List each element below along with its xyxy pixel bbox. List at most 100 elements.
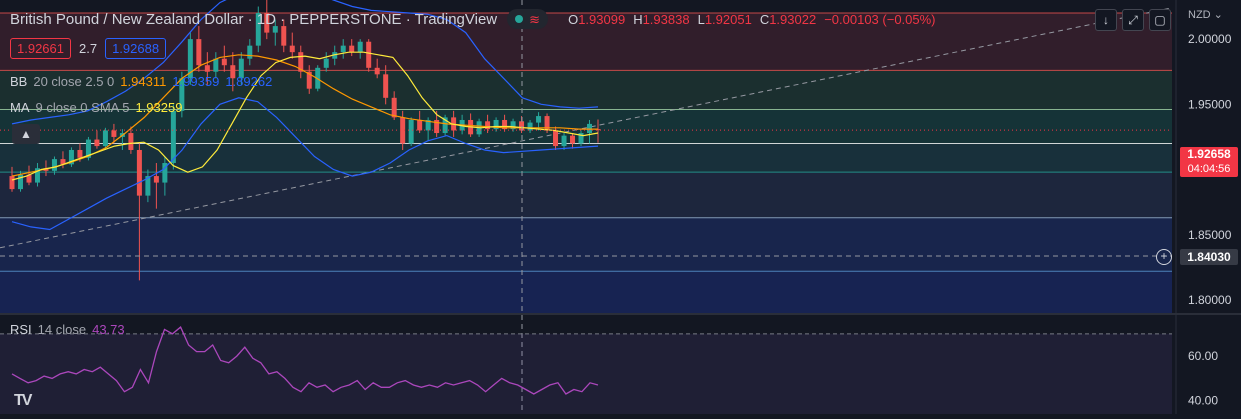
candle-body bbox=[162, 163, 168, 183]
candle-body bbox=[400, 117, 406, 144]
collapse-legend-button[interactable]: ▲ bbox=[12, 124, 40, 144]
candle-body bbox=[179, 78, 185, 111]
last-price-tag: 1.92658 04:04:56 bbox=[1180, 147, 1238, 177]
candle-body bbox=[26, 174, 32, 183]
candle-body bbox=[366, 41, 372, 68]
rsi-tick-label: 60.00 bbox=[1188, 349, 1218, 363]
candle-body bbox=[264, 13, 270, 33]
candle-body bbox=[425, 119, 431, 131]
fib-zone-4 bbox=[0, 70, 1172, 110]
rsi-params: 14 close bbox=[37, 322, 87, 337]
price-tick-label: 1.95000 bbox=[1188, 97, 1232, 111]
chevron-down-icon: ⌄ bbox=[1213, 9, 1223, 21]
candle-body bbox=[85, 139, 91, 158]
fib-zone-3 bbox=[0, 109, 1172, 144]
candle-body bbox=[536, 116, 542, 123]
buy-button[interactable]: 1.92688 bbox=[105, 38, 167, 59]
wave-icon: ≋ bbox=[529, 11, 541, 27]
candle-body bbox=[442, 117, 448, 134]
screenshot-button[interactable]: ▢ bbox=[1149, 9, 1171, 31]
bb-lower-value: 1.89262 bbox=[225, 74, 273, 89]
frame-icon: ▢ bbox=[1154, 13, 1166, 27]
candle-body bbox=[553, 130, 559, 147]
candle-body bbox=[417, 119, 423, 131]
ohlc-open-value: 1.93099 bbox=[578, 11, 626, 27]
candle-body bbox=[51, 159, 57, 171]
last-price-value: 1.92658 bbox=[1187, 147, 1231, 161]
sell-button[interactable]: 1.92661 bbox=[10, 38, 71, 59]
candle-body bbox=[187, 39, 193, 79]
candle-body bbox=[519, 121, 525, 131]
rsi-name: RSI bbox=[10, 322, 32, 337]
candle-body bbox=[391, 97, 397, 118]
tradingview-logo-icon[interactable]: TV bbox=[14, 392, 33, 409]
candle-body bbox=[493, 119, 499, 130]
candle-body bbox=[340, 45, 346, 53]
candle-body bbox=[196, 39, 202, 66]
ohlc-close-key: C bbox=[759, 11, 770, 27]
candle-body bbox=[298, 52, 304, 72]
candle-body bbox=[238, 58, 244, 79]
bb-upper-value: 1.99359 bbox=[172, 74, 220, 89]
chevron-up-icon: ▲ bbox=[20, 127, 32, 141]
candle-body bbox=[272, 26, 278, 33]
candle-body bbox=[323, 58, 329, 68]
currency-selector[interactable]: NZD ⌄ bbox=[1188, 8, 1223, 21]
ma-legend[interactable]: MA 9 close 0 SMA 5 1.93259 bbox=[10, 100, 182, 115]
candle-body bbox=[357, 41, 363, 53]
fullscreen-button[interactable]: ⤢ bbox=[1122, 9, 1144, 31]
rsi-tick-label: 40.00 bbox=[1188, 394, 1218, 408]
candle-body bbox=[213, 58, 219, 72]
bb-legend[interactable]: BB 20 close 2.5 0 1.94311 1.99359 1.8926… bbox=[10, 74, 272, 89]
chart-header: British Pound / New Zealand Dollar · 1D … bbox=[10, 8, 936, 30]
candle-body bbox=[570, 135, 576, 144]
spread-value: 2.7 bbox=[79, 41, 98, 56]
candle-body bbox=[221, 58, 227, 66]
candle-body bbox=[578, 133, 584, 144]
candle-body bbox=[434, 119, 440, 134]
ma-params: 9 close 0 SMA 5 bbox=[35, 100, 130, 115]
candle-body bbox=[374, 67, 380, 75]
candle-body bbox=[9, 176, 15, 190]
candle-body bbox=[60, 159, 66, 165]
symbol-title[interactable]: British Pound / New Zealand Dollar · 1D … bbox=[10, 10, 498, 28]
candle-body bbox=[510, 121, 516, 130]
candle-body bbox=[170, 110, 176, 164]
rsi-legend[interactable]: RSI 14 close 43.73 bbox=[10, 322, 125, 337]
fib-zone-0 bbox=[0, 217, 1172, 272]
candle-body bbox=[349, 45, 355, 53]
fib-zone-bottom bbox=[0, 271, 1172, 313]
candle-body bbox=[136, 149, 142, 196]
ohlc-low-value: 1.92051 bbox=[704, 11, 752, 27]
candle-body bbox=[502, 119, 508, 130]
ohlc-high-key: H bbox=[633, 11, 643, 27]
candle-body bbox=[128, 133, 134, 150]
candle-body bbox=[34, 168, 40, 183]
ohlc-low-key: L bbox=[697, 11, 705, 27]
ma-line bbox=[11, 51, 599, 181]
candle-body bbox=[561, 135, 567, 147]
candle-body bbox=[332, 52, 338, 59]
candle-body bbox=[77, 149, 83, 158]
bb-name: BB bbox=[10, 74, 28, 89]
ma-value: 1.93259 bbox=[135, 100, 183, 115]
ohlc-close-value: 1.93022 bbox=[769, 11, 817, 27]
bb-params: 20 close 2.5 0 bbox=[33, 74, 115, 89]
bb-upper-line bbox=[11, 0, 599, 125]
ma-name: MA bbox=[10, 100, 30, 115]
crosshair-price-tag: 1.84030 bbox=[1180, 249, 1238, 265]
bb-basis-value: 1.94311 bbox=[120, 74, 167, 89]
bid-ask-row: 1.92661 2.7 1.92688 bbox=[10, 38, 167, 59]
ohlc-change: −0.00103 (−0.05%) bbox=[824, 11, 936, 27]
add-alert-plus-icon[interactable]: + bbox=[1156, 249, 1172, 265]
scroll-down-button[interactable]: ↓ bbox=[1095, 9, 1117, 31]
market-status-pill[interactable]: ≋ bbox=[507, 9, 549, 29]
candle-body bbox=[383, 74, 389, 98]
candle-body bbox=[94, 139, 100, 147]
bb-lower-line bbox=[11, 97, 599, 231]
candle-body bbox=[527, 122, 533, 131]
ohlc-high-value: 1.93838 bbox=[642, 11, 690, 27]
candle-body bbox=[145, 176, 151, 196]
